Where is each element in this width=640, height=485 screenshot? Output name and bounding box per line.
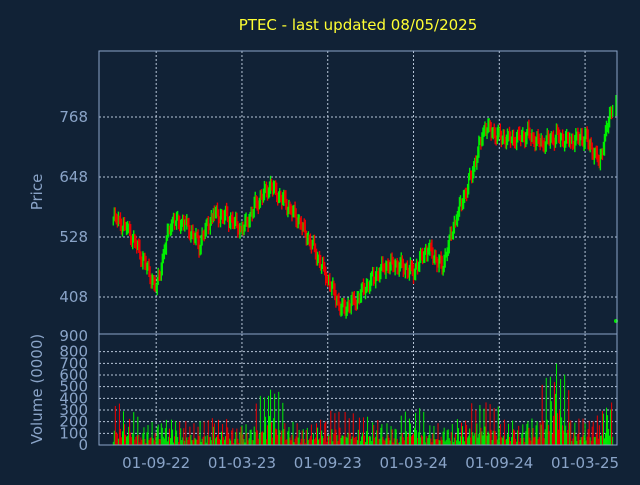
- volume-tick-label: 200: [59, 413, 88, 431]
- volume-tick-label: 300: [59, 401, 88, 419]
- price-tick-label: 648: [59, 168, 88, 186]
- volume-plot-border: [98, 333, 618, 446]
- chart-title: PTEC - last updated 08/05/2025: [239, 16, 478, 34]
- price-tick-label: 768: [59, 108, 88, 126]
- volume-axis-label: Volume (0000): [28, 334, 46, 444]
- volume-bars: [112, 363, 614, 445]
- volume-tick-label: 400: [59, 389, 88, 407]
- volume-tick-label: 700: [59, 354, 88, 372]
- date-tick-label: 01-09-23: [294, 454, 362, 472]
- volume-tick-label: 100: [59, 424, 88, 442]
- date-tick-label: 01-03-25: [551, 454, 619, 472]
- date-tick-label: 01-03-24: [379, 454, 447, 472]
- volume-tick-label: 600: [59, 366, 88, 384]
- date-tick-label: 01-09-24: [465, 454, 533, 472]
- volume-tick-label: 500: [59, 378, 88, 396]
- volume-tick-label: 0: [78, 436, 88, 454]
- volume-tick-label: 800: [59, 343, 88, 361]
- price-top-label: 900: [59, 327, 88, 345]
- price-tick-label: 528: [59, 228, 88, 246]
- price-grid: [99, 51, 617, 334]
- date-tick-label: 01-09-22: [122, 454, 190, 472]
- price-axis-label: Price: [28, 174, 46, 211]
- date-tick-label: 01-03-23: [208, 454, 276, 472]
- price-candles: [112, 95, 618, 323]
- price-tick-label: 408: [59, 288, 88, 306]
- date-x-ticks: 01-09-22 01-03-23 01-09-23 01-03-24 01-09-24…: [122, 454, 619, 472]
- price-y-ticks: 408 528 648 768: [59, 108, 88, 306]
